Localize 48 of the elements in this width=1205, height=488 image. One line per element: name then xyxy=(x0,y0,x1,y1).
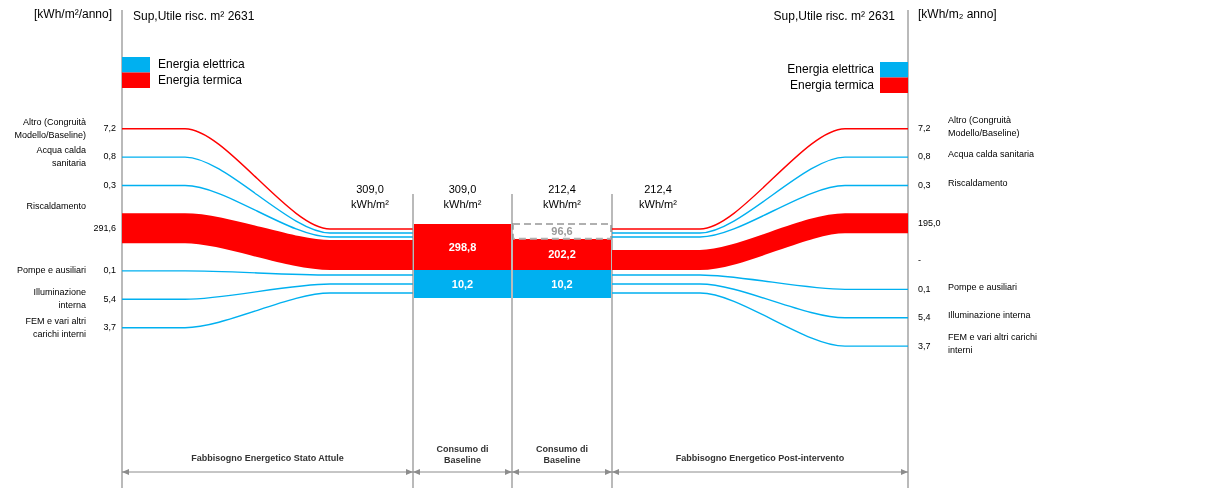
text: [kWh/m₂ anno] xyxy=(918,7,997,21)
text: 309,0 kWh/m² xyxy=(443,183,482,211)
category-label: Altro (Congruità Modello/Baseline) xyxy=(948,114,1020,138)
data-label: 0,8 xyxy=(918,151,931,162)
data-label: 3,7 xyxy=(103,322,116,333)
data-label: 10,2 xyxy=(551,277,573,290)
data-label: 5,4 xyxy=(103,293,116,304)
text: Sup,Utile risc. m² 2631 xyxy=(773,9,896,23)
data-label: 96,6 xyxy=(551,225,573,238)
text: Sup,Utile risc. m² 2631 xyxy=(133,9,255,23)
text: [kWh/m²/anno] xyxy=(33,7,112,21)
data-label: 202,2 xyxy=(548,248,576,261)
data-label: 10,2 xyxy=(451,277,474,290)
data-label: 3,7 xyxy=(918,340,931,351)
data-label: 0,8 xyxy=(103,151,116,162)
data-label: 291,6 xyxy=(93,222,116,233)
text: 212,4 kWh/m² xyxy=(639,183,678,211)
category-label: Illuminazione interna xyxy=(948,310,1031,321)
data-label: 298,8 xyxy=(448,240,477,253)
data-label: 5,4 xyxy=(918,312,931,323)
category-label: Altro (Congruità Modello/Baseline) xyxy=(14,116,86,140)
data-label: 0,1 xyxy=(918,283,931,294)
category-label: Riscaldamento xyxy=(26,201,86,212)
legend-label: Energia elettrica xyxy=(787,62,875,77)
text: Fabbisogno Energetico Post-intervento xyxy=(675,453,845,464)
legend-label: Energia elettrica xyxy=(158,57,246,72)
category-label: Consumo di Baseline xyxy=(536,443,588,465)
category-label: Illuminazione interna xyxy=(33,287,86,311)
category-label: Pompe e ausiliari xyxy=(16,265,86,276)
data-label: 7,2 xyxy=(103,123,116,134)
category-label: Consumo di Baseline xyxy=(436,443,489,465)
category-label: Acqua calda sanitaria xyxy=(948,149,1035,160)
text: 309,0 kWh/m² xyxy=(351,183,390,211)
data-label: 0,3 xyxy=(918,179,931,190)
text: 212,4 kWh/m² xyxy=(543,183,581,211)
text: Fabbisogno Energetico Stato Attule xyxy=(191,453,344,464)
category-label: Riscaldamento xyxy=(948,177,1008,188)
category-label: Pompe e ausiliari xyxy=(948,281,1018,292)
category-label: FEM e vari altri carichi interni xyxy=(25,315,86,339)
category-label: Acqua calda sanitaria xyxy=(36,144,86,168)
data-label: - xyxy=(918,255,921,266)
category-label: FEM e vari altri carichi interni xyxy=(948,332,1038,356)
legend-label: Energia termica xyxy=(158,72,243,87)
data-label: 0,1 xyxy=(103,265,116,276)
data-label: 0,3 xyxy=(103,179,116,190)
legend-label: Energia termica xyxy=(789,77,875,92)
data-label: 7,2 xyxy=(918,123,931,134)
data-label: 195,0 xyxy=(918,217,941,228)
